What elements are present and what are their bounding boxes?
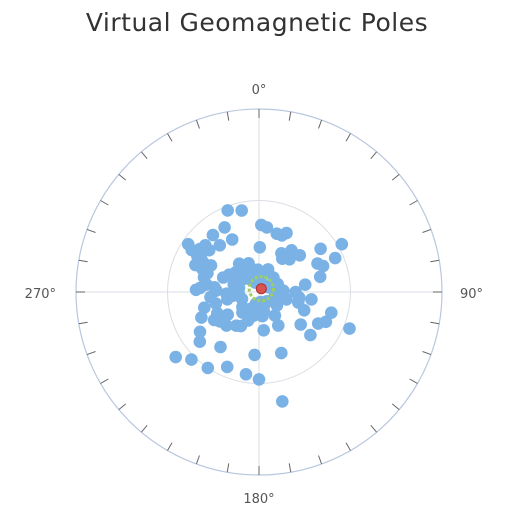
data-point xyxy=(311,317,325,330)
mean-layer xyxy=(247,275,275,303)
angle-tick xyxy=(391,403,400,411)
angle-tick xyxy=(226,111,230,121)
data-point xyxy=(195,311,208,324)
data-point xyxy=(280,293,293,306)
angle-tick xyxy=(422,351,432,356)
angle-tick xyxy=(409,200,418,206)
data-point xyxy=(297,304,311,317)
angle-tick xyxy=(409,378,418,384)
data-point xyxy=(304,328,317,342)
data-point xyxy=(198,301,211,315)
data-point xyxy=(204,259,218,272)
point-layer xyxy=(169,204,356,408)
data-point xyxy=(298,278,312,292)
data-point xyxy=(206,228,220,242)
data-point xyxy=(193,325,207,339)
angle-tick xyxy=(370,424,378,433)
data-point xyxy=(316,259,330,273)
angle-tick xyxy=(118,403,127,411)
data-point xyxy=(235,204,248,217)
confidence-circle xyxy=(247,275,275,303)
angle-tick xyxy=(167,442,173,451)
data-point xyxy=(280,226,293,240)
data-point xyxy=(260,221,274,234)
data-point xyxy=(253,241,267,254)
angle-label-180: 180° xyxy=(243,492,274,507)
angle-tick xyxy=(288,463,292,473)
data-point xyxy=(227,278,240,291)
data-point xyxy=(314,242,327,256)
data-point xyxy=(252,373,266,386)
angle-tick xyxy=(86,351,96,356)
data-point xyxy=(193,335,207,349)
data-point xyxy=(214,340,227,354)
data-point xyxy=(213,239,227,252)
data-point xyxy=(283,252,296,266)
data-point xyxy=(305,293,318,306)
data-point xyxy=(260,295,274,308)
angle-tick xyxy=(195,119,200,129)
data-point xyxy=(248,348,261,362)
data-point xyxy=(276,395,289,408)
angle-tick xyxy=(370,151,378,160)
angle-tick xyxy=(100,378,109,384)
data-point xyxy=(225,233,239,246)
data-point xyxy=(226,289,240,303)
angle-label-0: 0° xyxy=(252,83,267,98)
data-point xyxy=(204,290,217,304)
chart-title: Virtual Geomagnetic Poles xyxy=(85,8,429,37)
angle-tick xyxy=(86,228,96,233)
tick-layer xyxy=(76,109,442,475)
data-point xyxy=(218,221,231,234)
data-point xyxy=(343,322,356,335)
data-point xyxy=(221,308,234,322)
data-point xyxy=(328,251,342,265)
data-point xyxy=(335,237,349,251)
data-point xyxy=(257,324,271,337)
angle-tick xyxy=(100,200,109,206)
data-point xyxy=(242,265,256,279)
data-point xyxy=(272,319,285,332)
angle-tick xyxy=(318,455,323,465)
data-point xyxy=(220,360,234,374)
angle-label-270: 270° xyxy=(25,287,56,302)
angle-tick xyxy=(118,173,127,181)
data-point xyxy=(169,350,182,364)
data-point xyxy=(201,361,215,375)
data-point xyxy=(185,353,198,366)
angle-tick xyxy=(78,259,88,263)
data-point xyxy=(275,346,288,360)
angle-tick xyxy=(140,151,148,160)
angle-tick xyxy=(430,259,440,263)
data-point xyxy=(239,368,253,381)
angle-tick xyxy=(391,173,400,181)
angle-tick xyxy=(226,463,230,473)
data-point xyxy=(325,306,338,320)
mean-pole-marker xyxy=(255,283,267,295)
data-point xyxy=(211,306,224,320)
data-point xyxy=(268,309,282,322)
angle-tick xyxy=(140,424,148,433)
data-point xyxy=(294,318,308,331)
angle-tick xyxy=(422,228,432,233)
angle-tick xyxy=(345,442,351,451)
angle-tick xyxy=(195,455,200,465)
data-point xyxy=(189,283,203,297)
angle-tick xyxy=(345,133,351,142)
angle-tick xyxy=(288,111,292,121)
data-point xyxy=(221,204,234,217)
angle-label-90: 90° xyxy=(460,287,483,302)
angle-tick xyxy=(78,321,88,325)
angle-tick xyxy=(430,321,440,325)
data-point xyxy=(270,299,284,312)
angle-tick xyxy=(167,133,173,142)
data-point xyxy=(293,249,307,262)
angle-tick xyxy=(318,119,323,129)
data-point xyxy=(313,270,327,284)
